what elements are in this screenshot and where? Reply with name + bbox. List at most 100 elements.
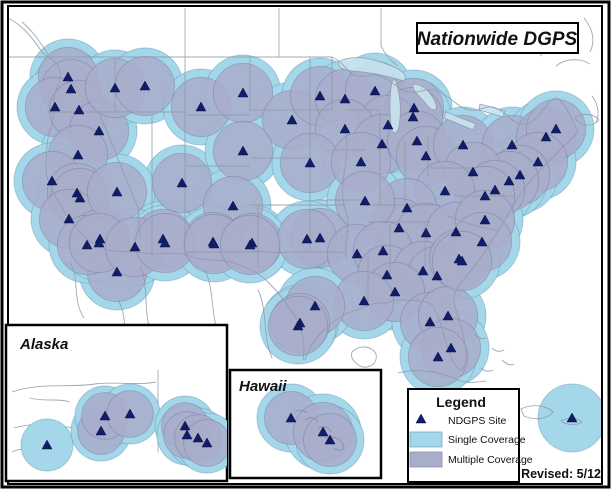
ndgps-site-marker: [503, 175, 515, 186]
ndgps-site-marker: [417, 265, 429, 276]
legend-item-multiple-label: Multiple Coverage: [448, 454, 533, 466]
ndgps-site-marker: [41, 439, 53, 450]
ndgps-site-marker: [506, 139, 518, 150]
ndgps-site-marker: [63, 213, 75, 224]
ndgps-site-marker: [456, 255, 468, 266]
ndgps-site-marker: [237, 87, 249, 98]
hawaii-inset-label: Hawaii: [239, 378, 287, 395]
legend: Legend NDGPS Site Single Coverage Multip…: [407, 388, 533, 483]
ndgps-site-marker: [301, 233, 313, 244]
legend-item-single-label: Single Coverage: [448, 434, 526, 446]
ndgps-site-marker: [407, 111, 419, 122]
ndgps-site-marker: [479, 214, 491, 225]
ndgps-site-marker: [476, 236, 488, 247]
map-frame: [7, 5, 603, 485]
ndgps-site-marker: [109, 82, 121, 93]
ndgps-site-marker: [359, 195, 371, 206]
ndgps-site-marker: [124, 408, 136, 419]
ndgps-site-marker: [159, 237, 171, 248]
ndgps-site-marker: [317, 426, 329, 437]
ndgps-site-marker: [62, 71, 74, 82]
ndgps-site-marker: [432, 351, 444, 362]
alaska-coverage-layer: [20, 383, 227, 474]
ndgps-site-marker: [382, 119, 394, 130]
conus-sites-layer: [46, 71, 562, 362]
ndgps-site-marker: [227, 200, 239, 211]
ndgps-site-marker: [467, 166, 479, 177]
ndgps-site-marker: [550, 123, 562, 134]
ndgps-site-marker: [324, 434, 336, 445]
title-box-frame: [416, 22, 579, 54]
ndgps-site-marker: [445, 342, 457, 353]
ndgps-site-marker: [355, 156, 367, 167]
ndgps-site-marker: [292, 320, 304, 331]
ndgps-site-marker: [129, 241, 141, 252]
ndgps-site-marker: [339, 93, 351, 104]
ndgps-site-marker: [489, 184, 501, 195]
ndgps-site-marker: [304, 157, 316, 168]
ndgps-site-marker: [72, 149, 84, 160]
title-box: Nationwide DGPS: [416, 22, 579, 54]
ndgps-site-marker: [566, 412, 578, 423]
ndgps-site-marker: [439, 185, 451, 196]
ndgps-site-marker: [309, 300, 321, 311]
ndgps-site-marker: [93, 237, 105, 248]
ndgps-site-marker: [532, 156, 544, 167]
ndgps-site-marker-icon: [415, 413, 427, 424]
ndgps-site-marker: [450, 226, 462, 237]
ndgps-site-marker: [358, 295, 370, 306]
ndgps-site-marker: [179, 420, 191, 431]
ndgps-site-marker: [93, 125, 105, 136]
ndgps-site-marker: [401, 202, 413, 213]
ndgps-site-marker: [393, 222, 405, 233]
alaska-inset: Alaska: [4, 323, 229, 483]
ndgps-site-marker: [201, 437, 213, 448]
ndgps-site-marker: [442, 310, 454, 321]
ndgps-site-marker: [181, 429, 193, 440]
ndgps-site-marker: [99, 410, 111, 421]
ndgps-site-marker: [111, 186, 123, 197]
ndgps-site-marker: [351, 248, 363, 259]
ndgps-site-marker: [381, 269, 393, 280]
ndgps-site-marker: [514, 169, 526, 180]
ndgps-site-marker: [176, 177, 188, 188]
ndgps-site-marker: [339, 123, 351, 134]
legend-item-site-label: NDGPS Site: [448, 415, 507, 427]
hawaii-sites-layer: [285, 412, 336, 445]
legend-single-coverage-swatch: [409, 431, 443, 448]
ndgps-site-marker: [377, 245, 389, 256]
ndgps-site-marker: [424, 316, 436, 327]
ndgps-site-marker: [286, 114, 298, 125]
ndgps-site-marker: [49, 101, 61, 112]
ndgps-site-marker: [376, 138, 388, 149]
ndgps-site-marker: [314, 232, 326, 243]
ndgps-site-marker: [431, 270, 443, 281]
alaska-sites-layer: [41, 408, 213, 450]
ndgps-site-marker: [285, 412, 297, 423]
ndgps-site-marker: [314, 90, 326, 101]
alaska-inset-label: Alaska: [19, 336, 68, 353]
ndgps-site-marker: [244, 239, 256, 250]
ndgps-site-marker: [73, 104, 85, 115]
ndgps-site-marker: [46, 175, 58, 186]
ndgps-site-marker: [540, 131, 552, 142]
legend-title: Legend: [436, 394, 486, 410]
ndgps-site-marker: [65, 83, 77, 94]
ndgps-site-marker: [195, 101, 207, 112]
state-and-border-lines: [8, 8, 600, 425]
ndgps-site-marker: [81, 239, 93, 250]
ndgps-site-marker: [389, 286, 401, 297]
ndgps-site-marker: [74, 192, 86, 203]
caribbean-sites-layer: [566, 412, 578, 423]
ndgps-site-marker: [411, 135, 423, 146]
legend-multiple-coverage-swatch: [409, 451, 443, 468]
ndgps-site-marker: [237, 145, 249, 156]
revised-date-label: Revised: 5/12: [521, 467, 601, 481]
ndgps-site-marker: [192, 432, 204, 443]
hawaii-inset: Hawaii: [228, 368, 383, 480]
legend-site-marker-icon: [415, 413, 427, 424]
main-map-area: [8, 8, 602, 453]
ndgps-site-marker: [95, 425, 107, 436]
